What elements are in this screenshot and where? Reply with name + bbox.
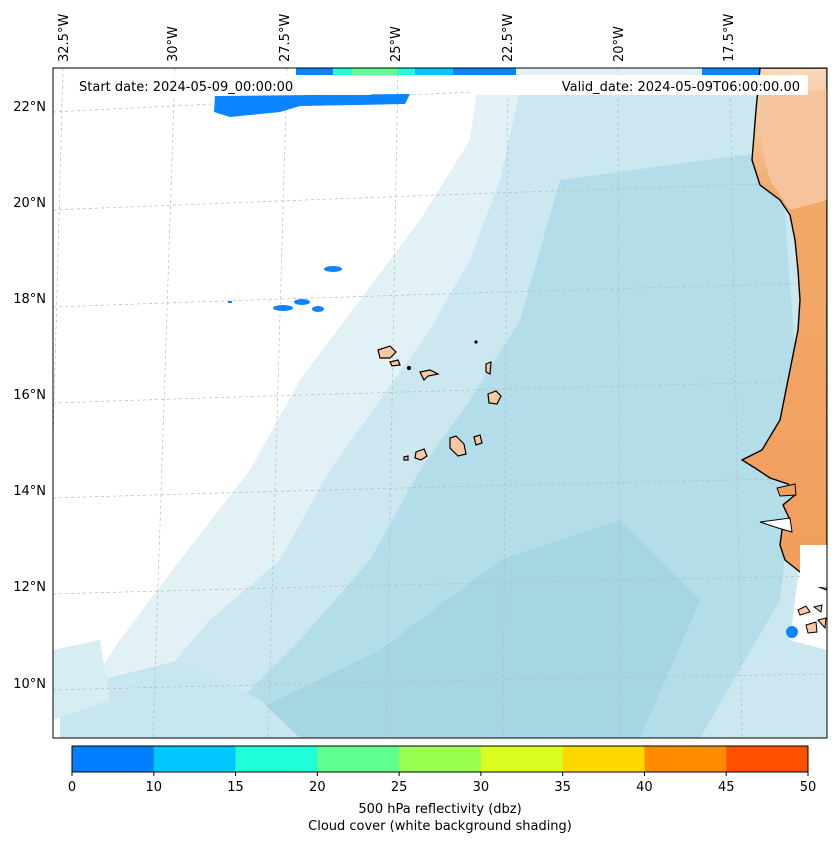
- start-date-box: [71, 75, 371, 95]
- valid-date-label: Valid_date: 2024-05-09T06:00:00.00: [562, 80, 800, 95]
- colorbar-segment: [153, 746, 237, 772]
- island-maio: [473, 434, 483, 446]
- lon-label-27-5w: 27.5°W: [278, 14, 293, 62]
- colorbar-tick-label: 25: [391, 780, 408, 795]
- latitude-labels: 22°N 20°N 18°N 16°N 14°N 12°N 10°N: [13, 100, 46, 692]
- colorbar-segment: [644, 746, 727, 772]
- colorbar-ticks: 0 10 15 20 25 30 35 40 45 50: [68, 772, 816, 795]
- graticule: [53, 68, 827, 738]
- reflectivity-blob-e: [228, 301, 232, 303]
- bijagos-islands: [797, 604, 827, 634]
- colorbar-segment: [235, 746, 318, 772]
- lon-label-20w: 20°W: [612, 26, 627, 62]
- longitude-labels: 32.5°W 30°W 27.5°W 25°W 22.5°W 20°W 17.5…: [57, 14, 737, 62]
- island-brava: [403, 455, 409, 461]
- island-santo-antao: [377, 345, 397, 359]
- colorbar-label-reflectivity: 500 hPa reflectivity (dbz): [358, 802, 521, 817]
- colorbar-frame: [71, 745, 809, 773]
- reflectivity-strip-top-mid3: [415, 68, 453, 75]
- lat-label-12n: 12°N: [13, 580, 46, 595]
- coast-inlet-1: [759, 517, 793, 533]
- reflectivity-patch-north: [214, 94, 410, 117]
- land-north-shading: [760, 90, 827, 210]
- colorbar-segment: [726, 746, 809, 772]
- start-date-label: Start date: 2024-05-09_00:00:00: [79, 80, 293, 95]
- colorbar-segment: [72, 746, 155, 772]
- colorbar-tick-label: 40: [636, 780, 653, 795]
- colorbar-segment: [480, 746, 564, 772]
- cloud-cover-shading: [53, 68, 827, 738]
- island-boa-vista: [487, 390, 502, 405]
- lat-label-18n: 18°N: [13, 292, 46, 307]
- colorbar-tick-label: 10: [146, 780, 163, 795]
- reflectivity-blob-f: [786, 626, 798, 638]
- colorbar-label-cloud-cover: Cloud cover (white background shading): [308, 819, 572, 834]
- island-fogo: [414, 448, 428, 461]
- lon-label-17-5w: 17.5°W: [722, 14, 737, 62]
- island-sao-nicolau: [419, 369, 440, 382]
- lat-label-20n: 20°N: [13, 196, 46, 211]
- colorbar-segment: [399, 746, 482, 772]
- island-sal: [485, 361, 492, 375]
- map-frame: [52, 67, 828, 739]
- colorbar-segment: [562, 746, 645, 772]
- island-sao-vicente: [389, 359, 401, 367]
- lat-label-14n: 14°N: [13, 484, 46, 499]
- reflectivity-blob-b: [273, 305, 293, 311]
- reflectivity-blob-d: [312, 306, 324, 312]
- island-santiago: [449, 435, 467, 457]
- colorbar: [71, 745, 809, 773]
- lon-label-22-5w: 22.5°W: [501, 14, 516, 62]
- colorbar-tick-label: 45: [718, 780, 735, 795]
- valid-date-box: [470, 75, 808, 95]
- lat-label-22n: 22°N: [13, 100, 46, 115]
- colorbar-tick-label: 50: [800, 780, 817, 795]
- lon-label-25w: 25°W: [389, 26, 404, 62]
- reflectivity-blob-c: [294, 299, 310, 305]
- colorbar-segment: [317, 746, 400, 772]
- colorbar-tick-label: 15: [227, 780, 244, 795]
- lat-label-16n: 16°N: [13, 388, 46, 403]
- lon-label-30w: 30°W: [166, 26, 181, 62]
- colorbar-tick-label: 0: [68, 780, 76, 795]
- lon-label-32-5w: 32.5°W: [57, 14, 72, 62]
- white-gap-south: [800, 545, 827, 587]
- reflectivity-strip-top-mid2: [352, 68, 397, 75]
- colorbar-tick-label: 20: [309, 780, 326, 795]
- map-panel: [53, 68, 827, 738]
- colorbar-tick-label: 35: [554, 780, 571, 795]
- lat-label-10n: 10°N: [13, 677, 46, 692]
- colorbar-tick-label: 30: [473, 780, 490, 795]
- coast-inlet-2: [776, 483, 797, 497]
- cape-verde-islands: [377, 340, 502, 461]
- reflectivity-blob-a: [324, 266, 342, 272]
